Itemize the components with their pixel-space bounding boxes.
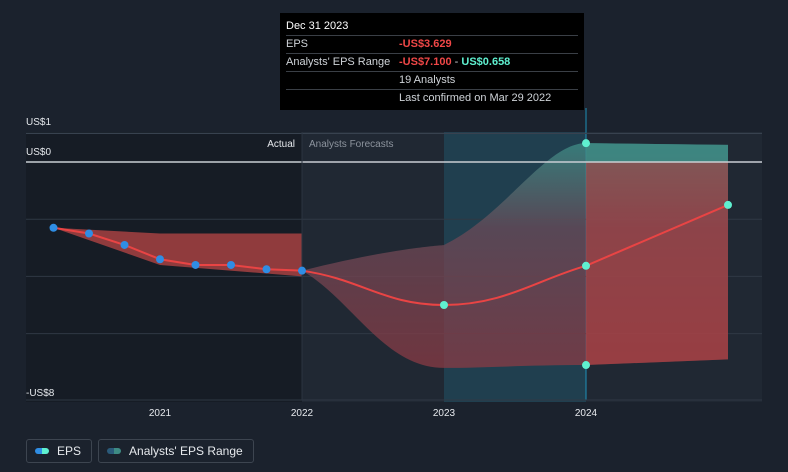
- divider-label-actual: Actual: [267, 139, 295, 150]
- divider-label-forecast: Analysts Forecasts: [309, 139, 393, 150]
- eps-actual-point: [156, 255, 164, 264]
- tooltip-confirmed-spacer: [286, 90, 399, 107]
- eps-actual-point: [120, 240, 129, 249]
- legend-range-label: Analysts' EPS Range: [129, 444, 243, 458]
- eps-actual-point: [227, 260, 235, 269]
- y-tick-label-0: US$0: [26, 147, 51, 158]
- range-actual-area: [53, 227, 302, 277]
- x-tick-label: 2024: [575, 408, 598, 419]
- x-tick-label: 2021: [149, 408, 172, 419]
- tooltip-range-row: Analysts' EPS Range -US$7.100 - US$0.658: [286, 53, 578, 71]
- eps-forecast-point: [724, 200, 732, 209]
- x-tick-label: 2023: [433, 408, 456, 419]
- tooltip-range-separator: -: [451, 56, 462, 68]
- range-low-point: [582, 361, 590, 370]
- tooltip-confirmed: Last confirmed on Mar 29 2022: [399, 92, 552, 104]
- legend-eps-label: EPS: [57, 444, 82, 458]
- range-high-point: [582, 139, 590, 148]
- eps-actual-point: [191, 260, 200, 269]
- y-tick-label-1: US$1: [26, 117, 51, 128]
- legend-item-eps[interactable]: EPS: [26, 439, 93, 463]
- range-legend-swatch: [107, 448, 122, 454]
- eps-actual-point: [85, 229, 93, 238]
- tooltip-range-low: -US$7.100: [399, 56, 452, 68]
- eps-actual-point: [298, 266, 306, 275]
- eps-actual-point: [49, 223, 58, 232]
- legend-item-range[interactable]: Analysts' EPS Range: [98, 439, 254, 463]
- eps-legend-swatch: [35, 448, 49, 454]
- tooltip-confirmed-row: Last confirmed on Mar 29 2022: [286, 89, 578, 107]
- tooltip-date: Dec 31 2023: [286, 20, 349, 32]
- tooltip-analysts-spacer: [286, 72, 399, 89]
- tooltip: Dec 31 2023 EPS -US$3.629 Analysts' EPS …: [280, 13, 584, 110]
- range-positive-area: [586, 143, 728, 162]
- y-tick-label-neg8: -US$8: [26, 388, 55, 399]
- tooltip-analysts-row: 19 Analysts: [286, 71, 578, 89]
- tooltip-eps-value: -US$3.629: [399, 38, 452, 50]
- tooltip-eps-row: EPS -US$3.629: [286, 35, 578, 53]
- tooltip-eps-label: EPS: [286, 38, 309, 50]
- eps-actual-point: [262, 265, 271, 274]
- tooltip-range-high: US$0.658: [461, 56, 511, 68]
- tooltip-analysts: 19 Analysts: [399, 74, 456, 86]
- eps-forecast-point: [440, 301, 448, 309]
- eps-actual-line: [53, 226, 303, 272]
- x-tick-label: 2022: [291, 408, 314, 419]
- eps-forecast-point: [582, 261, 590, 270]
- legend: EPS Analysts' EPS Range: [26, 439, 254, 463]
- tooltip-range-value: -US$7.100 - US$0.658: [399, 54, 510, 71]
- tooltip-range-label: Analysts' EPS Range: [286, 56, 391, 68]
- range-negative-area: [586, 162, 728, 366]
